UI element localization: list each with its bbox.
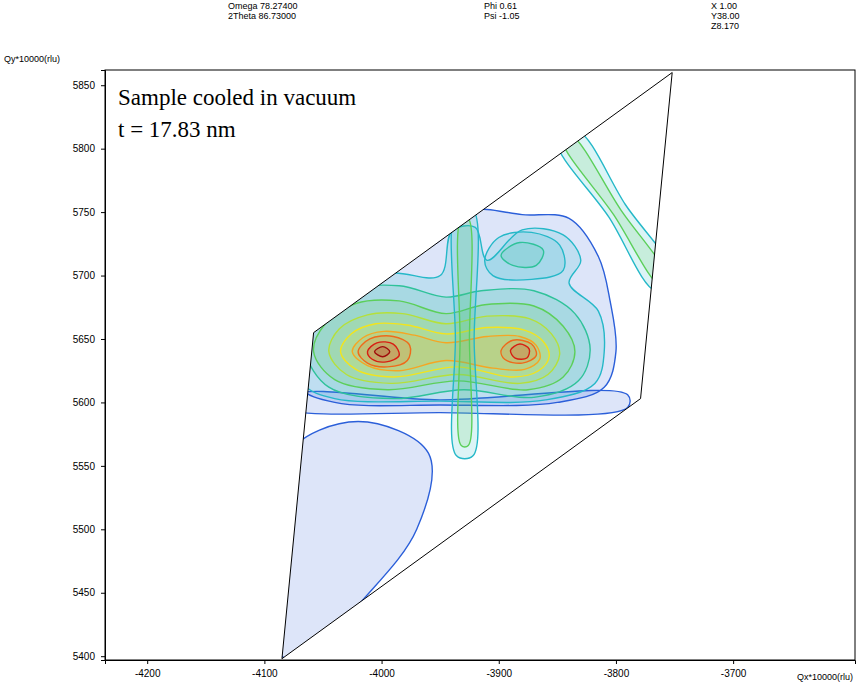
y-tick: 5750	[73, 207, 105, 218]
y-tick-label: 5500	[73, 524, 96, 535]
y-tick: 5400	[73, 651, 105, 662]
header-text: Psi -1.05	[484, 11, 520, 21]
contour-line	[557, 131, 675, 291]
y-tick-label: 5550	[73, 461, 96, 472]
y-axis-line	[101, 71, 106, 661]
x-tick-mark	[147, 660, 148, 664]
contour-line	[313, 300, 574, 390]
x-tick-label: -4100	[252, 668, 278, 679]
x-axis-line	[106, 661, 856, 665]
y-tick: 5450	[73, 587, 105, 598]
annotation: Sample cooled in vacuum	[118, 85, 356, 110]
y-tick: 5550	[73, 461, 105, 472]
y-tick: 5650	[73, 334, 105, 345]
x-axis: -4200 -4100 -4000 -3900 -3800 -3700	[106, 660, 856, 679]
header-text: Y38.00	[711, 11, 740, 21]
y-tick-mark	[101, 212, 105, 213]
y-tick-mark	[101, 339, 105, 340]
x-tick: -4200	[135, 660, 161, 679]
y-axis-title: Qy*10000(rlu)	[4, 54, 60, 64]
y-tick: 5500	[73, 524, 105, 535]
y-tick-mark	[101, 85, 105, 86]
plot-area	[274, 73, 675, 660]
y-tick: 5850	[73, 80, 105, 91]
plot-frame	[105, 70, 855, 660]
y-tick: 5600	[73, 397, 105, 408]
y-tick-mark	[101, 402, 105, 403]
x-tick: -4000	[369, 660, 395, 679]
contour-line	[304, 285, 590, 398]
y-tick-label: 5750	[73, 207, 96, 218]
x-tick-label: -4200	[135, 668, 161, 679]
contour-line	[329, 313, 560, 384]
y-axis: 5400 5450 5500 5550 5600 5650 5700 5750 5800 5850	[73, 71, 106, 662]
annotation: t = 17.83 nm	[118, 117, 236, 142]
chart-root: Omega 78.274002Theta 86.73000 Phi 0.61Psi…	[0, 0, 860, 688]
y-tick: 5800	[73, 143, 105, 154]
y-tick-mark	[101, 149, 105, 150]
contour-line	[501, 340, 537, 363]
x-tick: -3700	[721, 660, 747, 679]
y-tick-mark	[101, 466, 105, 467]
header-text: Phi 0.61	[484, 1, 517, 11]
contour-line	[352, 331, 540, 371]
contour-line	[274, 421, 432, 660]
x-tick-label: -3900	[486, 668, 512, 679]
y-tick-label: 5800	[73, 143, 96, 154]
contour-line	[501, 242, 544, 267]
y-tick-label: 5450	[73, 587, 96, 598]
y-tick-label: 5600	[73, 397, 96, 408]
x-tick-label: -4000	[369, 668, 395, 679]
header-text: Z8.170	[711, 21, 739, 31]
contour-line	[485, 232, 565, 280]
x-tick: -3800	[604, 660, 630, 679]
header-text: Omega 78.27400	[228, 1, 298, 11]
y-tick-label: 5700	[73, 270, 96, 281]
x-tick-label: -3800	[604, 668, 630, 679]
contour-line	[375, 347, 390, 357]
x-tick-mark	[499, 660, 500, 664]
x-tick-mark	[733, 660, 734, 664]
y-tick-mark	[101, 656, 105, 657]
x-tick-label: -3700	[721, 668, 747, 679]
x-tick-mark	[382, 660, 383, 664]
contour-line	[358, 336, 411, 367]
x-tick: -3900	[486, 660, 512, 679]
y-tick-label: 5850	[73, 80, 96, 91]
contour-line	[451, 207, 478, 459]
y-tick-mark	[101, 529, 105, 530]
header-text: X 1.00	[711, 1, 737, 11]
y-tick-mark	[101, 276, 105, 277]
y-tick-label: 5400	[73, 651, 96, 662]
y-tick-label: 5650	[73, 334, 96, 345]
contour-line	[367, 342, 399, 362]
y-tick-mark	[101, 593, 105, 594]
x-tick-mark	[616, 660, 617, 664]
x-tick-mark	[264, 660, 265, 664]
contour-line	[457, 217, 472, 447]
scan-area-content	[274, 131, 675, 660]
x-tick: -4100	[252, 660, 278, 679]
header-text: 2Theta 86.73000	[228, 11, 296, 21]
chart-svg: Omega 78.274002Theta 86.73000 Phi 0.61Psi…	[0, 0, 860, 688]
contour-line	[510, 344, 529, 359]
contour-line	[563, 136, 669, 286]
scan-area-outline	[282, 73, 672, 659]
y-tick: 5700	[73, 270, 105, 281]
x-axis-title: Qx*10000(rlu)	[797, 672, 853, 682]
contour-line	[341, 323, 550, 377]
